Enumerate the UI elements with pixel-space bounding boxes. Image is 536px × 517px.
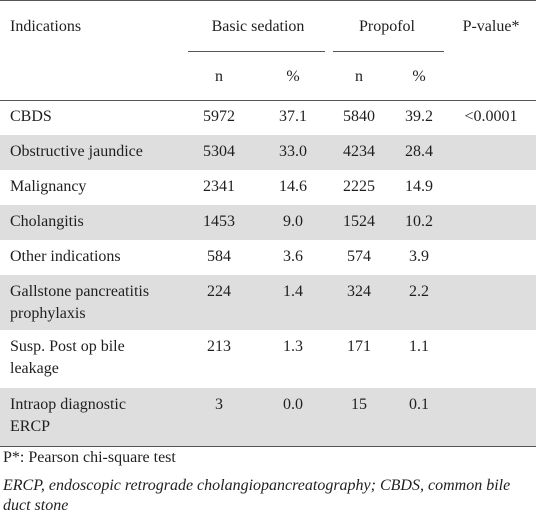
cell-n-propofol: 574 bbox=[347, 248, 371, 265]
cell-pct-basic: 9.0 bbox=[283, 213, 303, 230]
basic-sedation-subrule bbox=[188, 51, 325, 52]
footnote-pvalue: P*: Pearson chi-square test bbox=[3, 449, 176, 466]
row-label: prophylaxis bbox=[10, 305, 86, 322]
cell-n-propofol: 2225 bbox=[343, 178, 375, 195]
cell-n-basic: 3 bbox=[215, 396, 223, 413]
header-basic-sedation: Basic sedation bbox=[211, 18, 305, 35]
cell-pct-propofol: 0.1 bbox=[409, 396, 429, 413]
row-label: Malignancy bbox=[10, 178, 87, 195]
cell-pct-basic: 0.0 bbox=[283, 396, 303, 413]
row-label: Intraop diagnostic bbox=[10, 396, 126, 413]
row-label: Cholangitis bbox=[10, 213, 84, 230]
cell-n-propofol: 324 bbox=[347, 283, 371, 300]
cell-n-propofol: 171 bbox=[347, 338, 371, 355]
cell-n-propofol: 1524 bbox=[343, 213, 375, 230]
cell-pct-propofol: 1.1 bbox=[409, 338, 429, 355]
row-label: CBDS bbox=[10, 108, 52, 125]
cell-pct-basic: 33.0 bbox=[279, 143, 307, 160]
row-label: leakage bbox=[10, 360, 59, 377]
row-shade bbox=[0, 388, 536, 446]
row-label: Susp. Post op bile bbox=[10, 338, 125, 355]
header-bottom-rule bbox=[0, 100, 536, 101]
header-propofol: Propofol bbox=[359, 18, 415, 35]
cell-pct-basic: 3.6 bbox=[283, 248, 303, 265]
cell-n-basic: 584 bbox=[207, 248, 231, 265]
cell-pvalue: <0.0001 bbox=[464, 108, 518, 125]
header-pct-basic: % bbox=[286, 68, 300, 85]
cell-pct-propofol: 28.4 bbox=[405, 143, 433, 160]
row-shade bbox=[0, 205, 536, 240]
cell-n-basic: 5972 bbox=[203, 108, 235, 125]
propofol-subrule bbox=[333, 51, 444, 52]
cell-n-basic: 213 bbox=[207, 338, 231, 355]
cell-n-propofol: 15 bbox=[351, 396, 367, 413]
cell-pct-propofol: 39.2 bbox=[405, 108, 433, 125]
header-pvalue: P-value* bbox=[462, 18, 520, 35]
cell-n-basic: 5304 bbox=[203, 143, 235, 160]
cell-n-basic: 1453 bbox=[203, 213, 235, 230]
cell-n-basic: 2341 bbox=[203, 178, 235, 195]
cell-n-propofol: 5840 bbox=[343, 108, 375, 125]
cell-pct-basic: 14.6 bbox=[279, 178, 307, 195]
cell-n-basic: 224 bbox=[207, 283, 231, 300]
footnote-abbreviations-line1: ERCP, endoscopic retrograde cholangiopan… bbox=[3, 477, 511, 494]
cell-pct-propofol: 3.9 bbox=[409, 248, 429, 265]
header-n-propofol: n bbox=[355, 68, 363, 85]
row-shade bbox=[0, 135, 536, 170]
cell-n-propofol: 4234 bbox=[343, 143, 375, 160]
cell-pct-basic: 1.4 bbox=[283, 283, 303, 300]
row-label: Gallstone pancreatitis bbox=[10, 283, 150, 300]
row-label: Obstructive jaundice bbox=[10, 143, 143, 160]
table-bottom-rule bbox=[0, 446, 536, 447]
row-label: ERCP bbox=[10, 418, 51, 435]
header-n-basic: n bbox=[215, 68, 223, 85]
cell-pct-propofol: 2.2 bbox=[409, 283, 429, 300]
row-shade bbox=[0, 275, 536, 330]
cell-pct-propofol: 10.2 bbox=[405, 213, 433, 230]
header-indications: Indications bbox=[10, 18, 82, 35]
footnote-abbreviations-line2: duct stone bbox=[3, 497, 69, 514]
cell-pct-propofol: 14.9 bbox=[405, 178, 433, 195]
cell-pct-basic: 37.1 bbox=[279, 108, 307, 125]
table-top-rule bbox=[0, 0, 536, 1]
cell-pct-basic: 1.3 bbox=[283, 338, 303, 355]
row-label: Other indications bbox=[10, 248, 121, 265]
header-pct-propofol: % bbox=[412, 68, 426, 85]
